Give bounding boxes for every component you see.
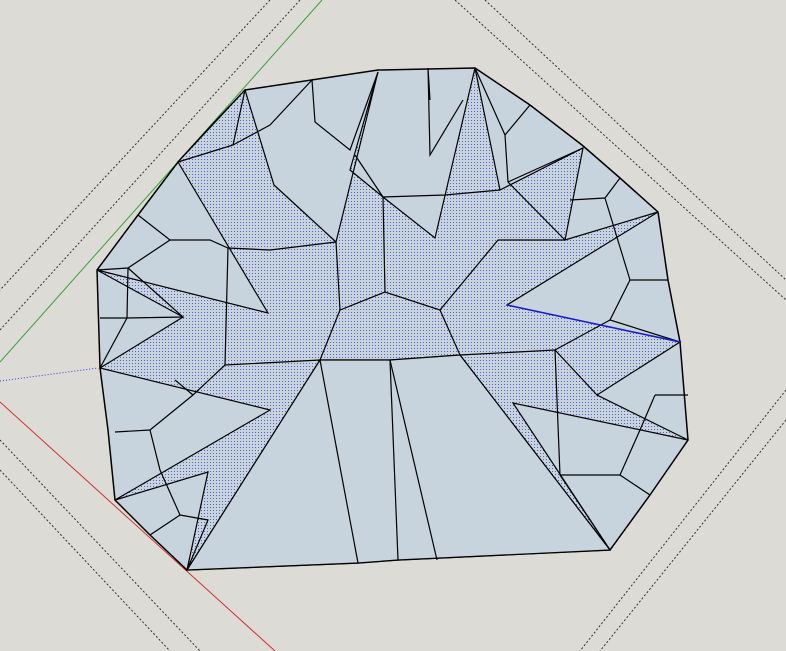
selected-edge — [506, 304, 681, 343]
red-axis — [0, 401, 276, 651]
lower-face — [185, 354, 612, 571]
edges — [96, 67, 688, 571]
green-axis — [0, 0, 323, 363]
